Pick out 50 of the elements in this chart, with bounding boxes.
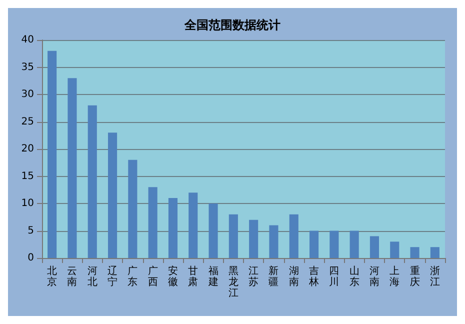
y-tick-label: 25 <box>21 116 34 128</box>
y-tick-label: 15 <box>21 170 34 182</box>
x-tick-label: 河南 <box>369 265 380 288</box>
bar <box>430 247 440 258</box>
bar <box>309 230 319 258</box>
bar <box>249 220 258 258</box>
y-tick-label: 10 <box>21 198 34 209</box>
y-tick-label: 30 <box>21 89 34 100</box>
bar <box>48 50 57 258</box>
x-tick-label: 河北 <box>87 265 98 288</box>
y-tick-label: 0 <box>28 252 34 264</box>
x-tick-label: 黑龙江 <box>228 266 238 299</box>
bar <box>410 247 420 258</box>
y-tick-label: 20 <box>21 144 34 154</box>
bar <box>168 198 178 258</box>
x-tick-label: 重庆 <box>410 265 420 288</box>
x-tick-label: 云南 <box>67 266 78 288</box>
y-tick-label: 5 <box>28 225 34 236</box>
x-tick-label: 北京 <box>47 265 58 288</box>
bar <box>370 236 380 258</box>
bar <box>108 132 118 258</box>
x-tick-label: 广东 <box>128 265 138 288</box>
y-tick-label: 35 <box>21 62 34 73</box>
x-tick-label: 福建 <box>207 265 218 288</box>
y-tick-label: 40 <box>21 34 34 46</box>
x-tick-label: 湖南 <box>288 265 299 288</box>
x-tick-label: 上海 <box>390 265 400 288</box>
bar <box>390 242 400 258</box>
bar <box>68 78 77 258</box>
bar <box>350 230 359 258</box>
x-tick-label: 甘肃 <box>188 265 198 288</box>
bar <box>128 160 138 258</box>
x-tick-label: 山东 <box>349 265 360 288</box>
x-tick-label: 江苏 <box>248 265 259 288</box>
bar <box>188 192 198 258</box>
bar <box>208 204 218 258</box>
x-tick-label: 新疆 <box>268 265 279 288</box>
bar <box>88 105 97 258</box>
chart-title: 全国范围数据统计 <box>184 18 280 32</box>
bar <box>330 230 339 258</box>
bar <box>269 225 278 258</box>
bar <box>228 214 238 258</box>
bar <box>148 187 158 258</box>
x-tick-label: 安徽 <box>168 265 178 288</box>
x-tick-label: 辽宁 <box>108 265 118 288</box>
x-tick-label: 吉林 <box>308 265 320 288</box>
bar <box>289 214 298 258</box>
x-tick-label: 广西 <box>148 265 158 288</box>
x-tick-label: 浙江 <box>430 265 440 288</box>
x-tick-label: 四川 <box>329 266 340 288</box>
